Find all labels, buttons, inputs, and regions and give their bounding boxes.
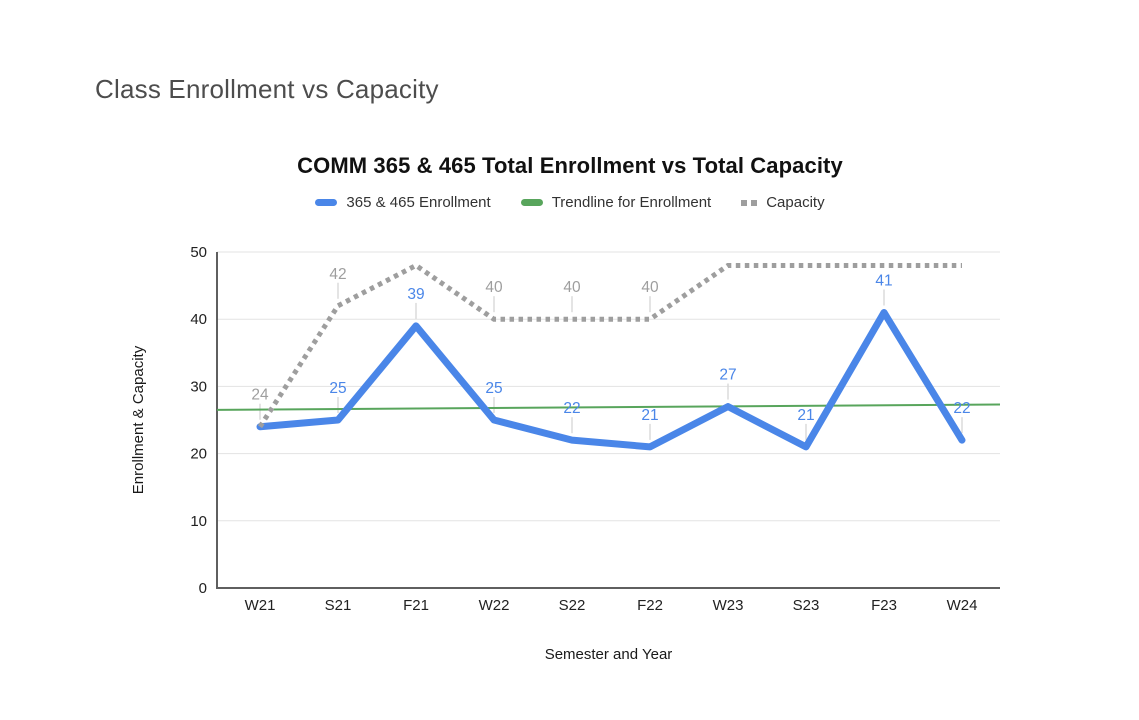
x-tick-label: S21 xyxy=(325,597,352,614)
x-tick-label: S22 xyxy=(559,597,586,614)
x-tick-label: F23 xyxy=(871,597,897,614)
capacity-data-label: 40 xyxy=(563,279,581,296)
chart-container[interactable]: COMM 365 & 465 Total Enrollment vs Total… xyxy=(130,148,1010,678)
y-tick-label: 10 xyxy=(190,513,207,530)
enrollment-series-line xyxy=(256,308,966,451)
legend-swatch-dotted-icon xyxy=(741,199,758,206)
x-tick-label: F22 xyxy=(637,597,663,614)
capacity-data-label: 42 xyxy=(329,266,346,283)
trendline-series xyxy=(216,403,1001,411)
chart-plot: 0 10 20 30 40 50 W21 S21 F21 W22 S22 F22 W23 S23 F23 W2… xyxy=(130,244,1001,663)
x-axis-title: Semester and Year xyxy=(545,646,673,663)
enrollment-data-label: 22 xyxy=(953,400,970,417)
legend-label: Capacity xyxy=(766,194,825,211)
legend-label: 365 & 465 Enrollment xyxy=(346,194,491,211)
chart-legend: 365 & 465 Enrollment Trendline for Enroll… xyxy=(130,194,1010,211)
doc-heading: Class Enrollment vs Capacity xyxy=(95,74,439,104)
legend-item-3: Capacity xyxy=(741,194,825,211)
legend-swatch-icon xyxy=(315,199,338,206)
capacity-data-label: 40 xyxy=(641,279,659,296)
enrollment-data-label: 22 xyxy=(563,400,580,417)
enrollment-data-label: 21 xyxy=(797,407,814,424)
y-tick-label: 50 xyxy=(190,244,207,261)
enrollment-data-label: 27 xyxy=(719,367,736,384)
y-axis-title: Enrollment & Capacity xyxy=(130,345,147,494)
y-tick-label: 20 xyxy=(190,446,207,463)
capacity-data-label: 24 xyxy=(251,387,269,404)
enrollment-data-label: 25 xyxy=(485,380,502,397)
x-tick-label: F21 xyxy=(403,597,429,614)
enrollment-data-label: 39 xyxy=(407,286,424,303)
x-tick-label: S23 xyxy=(793,597,820,614)
legend-item-2: Trendline for Enrollment xyxy=(520,194,712,211)
capacity-data-label: 40 xyxy=(485,279,503,296)
chart-title: COMM 365 & 465 Total Enrollment vs Total… xyxy=(297,153,843,178)
legend-item-1: 365 & 465 Enrollment xyxy=(315,194,491,211)
legend-swatch-icon xyxy=(520,199,543,206)
x-tick-label: W22 xyxy=(479,597,510,614)
x-tick-label: W24 xyxy=(947,597,978,614)
enrollment-data-label: 25 xyxy=(329,380,346,397)
enrollment-data-label: 41 xyxy=(875,272,892,289)
y-tick-label: 0 xyxy=(199,580,207,597)
legend-label: Trendline for Enrollment xyxy=(551,194,712,211)
x-tick-label: W23 xyxy=(713,597,744,614)
y-tick-label: 40 xyxy=(190,311,207,328)
enrollment-data-label: 21 xyxy=(641,407,658,424)
x-tick-label: W21 xyxy=(245,597,276,614)
capacity-series-line xyxy=(257,262,962,429)
y-tick-label: 30 xyxy=(190,378,207,395)
